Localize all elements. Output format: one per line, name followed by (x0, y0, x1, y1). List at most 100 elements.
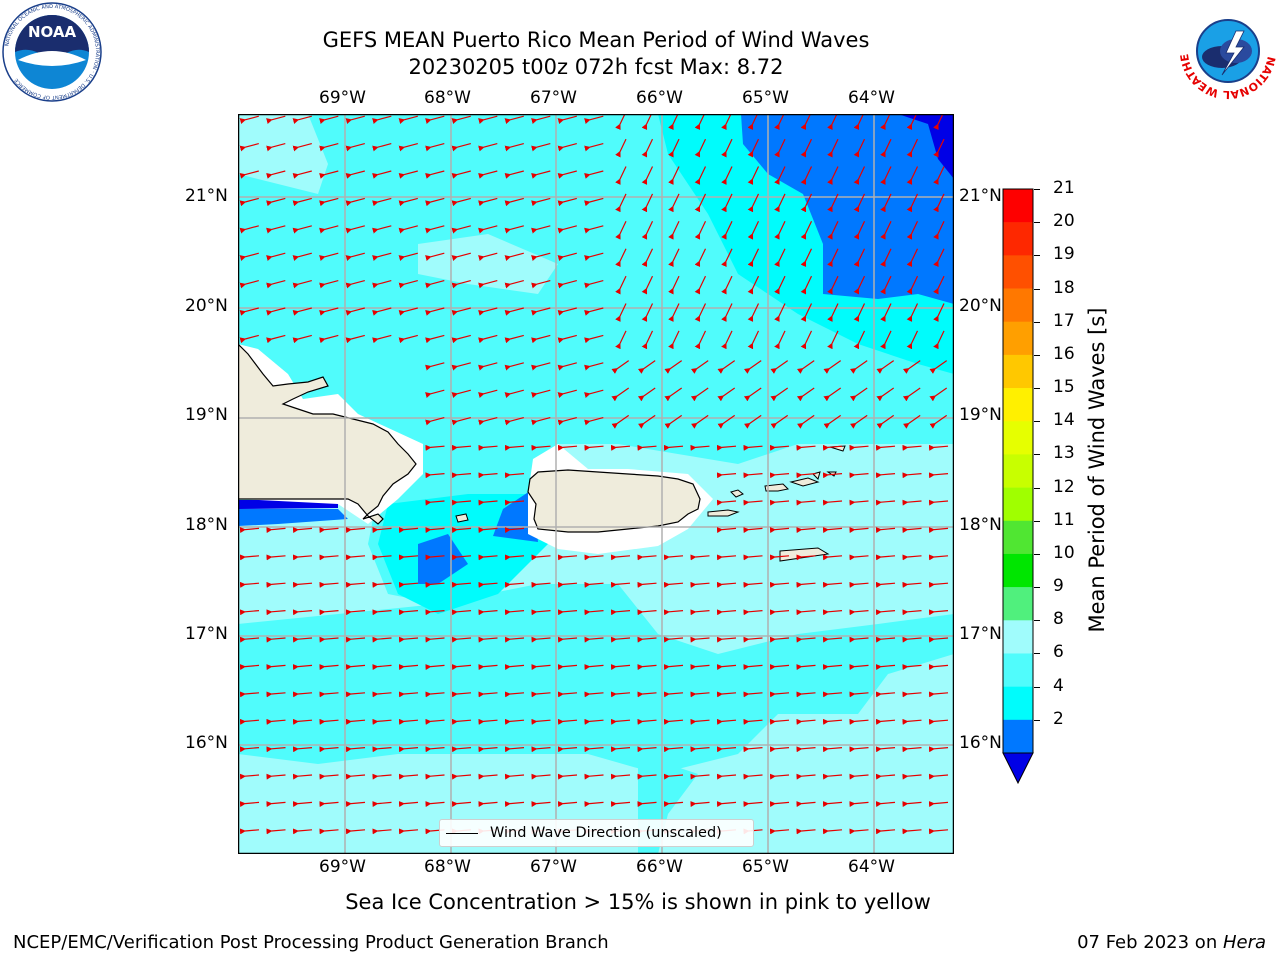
wind-wave-arrow (774, 248, 786, 268)
wind-wave-arrow (875, 554, 896, 561)
wind-wave-arrow (611, 414, 630, 429)
hispaniola-land (238, 343, 417, 525)
wind-wave-arrow (239, 636, 260, 643)
wind-wave-arrow (504, 417, 524, 426)
wind-wave-arrow (451, 444, 472, 451)
wind-wave-arrow (823, 414, 842, 429)
wind-wave-arrow (584, 609, 604, 616)
wind-wave-arrow (345, 527, 366, 534)
wind-wave-arrow (611, 387, 630, 402)
st-thomas-island (764, 483, 790, 492)
wind-wave-arrow (425, 472, 445, 479)
wind-wave-arrow (800, 166, 813, 185)
wind-wave-arrow (769, 746, 790, 753)
wind-wave-arrow (531, 691, 551, 698)
wind-wave-arrow (345, 334, 365, 344)
wind-wave-arrow (716, 527, 737, 534)
wind-wave-arrow (239, 170, 259, 179)
wind-wave-arrow (478, 636, 498, 643)
wind-wave-arrow (849, 499, 869, 506)
wind-wave-arrow (668, 114, 679, 131)
wind-wave-arrow (504, 773, 525, 780)
wind-wave-arrow (584, 170, 604, 179)
wind-wave-arrow (743, 773, 763, 780)
wind-wave-arrow (425, 170, 445, 179)
wind-wave-arrow (398, 225, 418, 234)
wind-wave-arrow (875, 472, 896, 479)
wind-wave-arrow (690, 801, 710, 808)
wind-wave-arrow (292, 170, 312, 179)
wind-wave-arrow (584, 444, 604, 451)
wind-wave-arrow (372, 581, 392, 588)
wind-wave-arrow (398, 609, 419, 616)
wind-wave-arrow (822, 828, 843, 835)
wind-wave-arrow (478, 307, 498, 316)
wind-wave-arrow (425, 636, 445, 643)
wind-wave-arrow (902, 609, 922, 616)
wind-wave-arrow (849, 527, 869, 534)
wind-wave-arrow (716, 499, 737, 506)
wind-wave-arrow (822, 472, 843, 479)
colorbar-tick-mark (1034, 520, 1040, 522)
wind-wave-arrow (853, 248, 866, 268)
wind-wave-arrow (292, 197, 312, 207)
wind-wave-arrow (557, 746, 578, 753)
period-6-8-south (238, 584, 954, 774)
wind-wave-arrow (663, 801, 684, 808)
wind-wave-arrow (743, 444, 763, 451)
wind-wave-arrow (906, 275, 919, 295)
wind-wave-arrow (875, 801, 896, 808)
wind-wave-arrow (694, 248, 707, 268)
wind-wave-arrow (769, 472, 790, 479)
bottom-lon-label: 65°W (742, 857, 789, 877)
wind-wave-arrow (504, 801, 525, 808)
wind-wave-arrow (531, 307, 551, 316)
wind-wave-arrow (292, 801, 313, 808)
wind-wave-arrow (641, 248, 654, 268)
wind-wave-arrow (239, 664, 260, 671)
wind-wave-arrow (876, 387, 895, 402)
wind-wave-arrow (747, 138, 760, 158)
wind-wave-arrow (637, 387, 656, 402)
wind-wave-arrow (398, 636, 419, 643)
map-legend: Wind Wave Direction (unscaled) (439, 819, 754, 847)
wind-wave-arrow (557, 444, 578, 451)
wind-wave-arrow (372, 828, 392, 835)
wind-wave-arrow (557, 389, 577, 398)
wind-wave-arrow (933, 330, 945, 350)
wind-wave-arrow (239, 307, 259, 316)
wind-wave-arrow (690, 360, 709, 374)
left-lat-label: 18°N (185, 515, 228, 535)
wind-wave-arrow (849, 664, 869, 671)
wind-wave-arrow (266, 609, 286, 616)
wind-wave-arrow (478, 334, 498, 344)
colorbar-swatch (1003, 686, 1033, 721)
wind-wave-arrow (425, 527, 445, 534)
wind-wave-arrow (637, 444, 657, 451)
wind-wave-arrow (716, 444, 737, 451)
wind-wave-arrow (902, 801, 922, 808)
wind-wave-arrow (928, 773, 949, 780)
wind-wave-arrow (933, 193, 945, 213)
wind-wave-arrow (800, 138, 813, 158)
wind-wave-arrow (239, 527, 260, 534)
wind-wave-arrow (774, 114, 785, 131)
wind-wave-arrow (822, 527, 843, 534)
wind-wave-arrow (345, 636, 366, 643)
wind-wave-arrow (478, 197, 498, 207)
wind-wave-arrow (690, 636, 710, 643)
colorbar-tick-label: 9 (1053, 576, 1064, 597)
wind-wave-arrow (694, 330, 707, 350)
wind-wave-arrow (292, 527, 313, 534)
wind-wave-arrow (319, 691, 339, 698)
wind-wave-arrow (906, 303, 919, 322)
wind-wave-arrow (266, 197, 286, 207)
wind-wave-arrow (239, 801, 260, 808)
wind-wave-arrow (451, 252, 471, 261)
wind-wave-arrow (664, 414, 683, 429)
wind-wave-arrow (319, 334, 339, 344)
wind-wave-arrow (796, 499, 816, 506)
colorbar-label: Mean Period of Wind Waves [s] (1085, 307, 1109, 633)
wind-wave-arrow (880, 330, 892, 350)
wind-wave-arrow (239, 828, 260, 835)
